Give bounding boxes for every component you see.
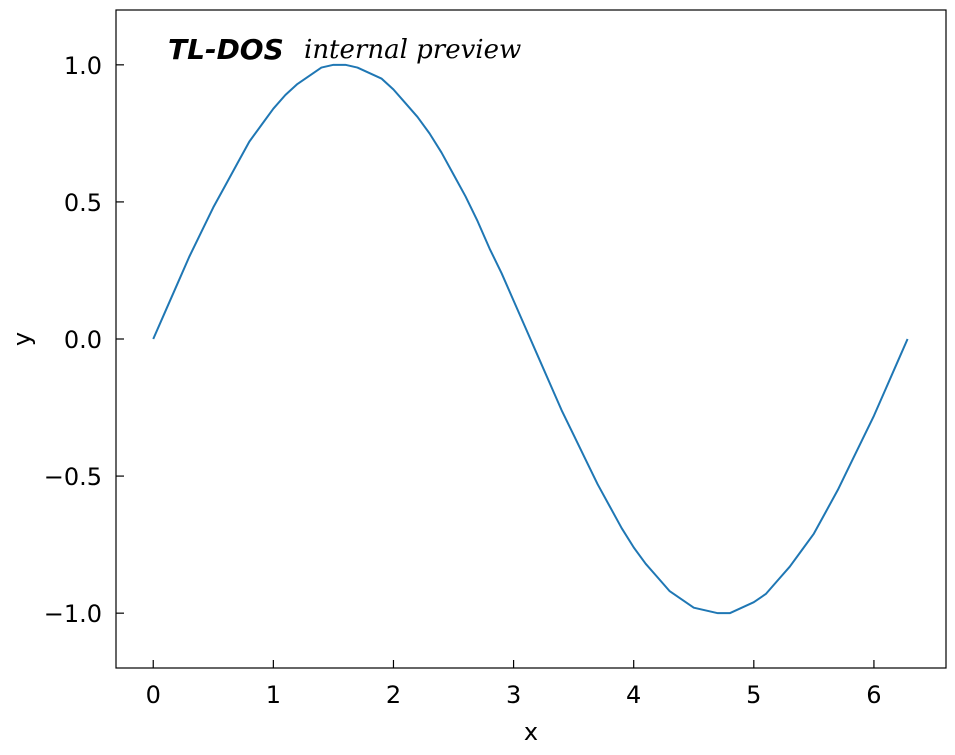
y-tick-label: 0.5 [64, 189, 102, 217]
y-tick-label: −0.5 [44, 463, 102, 491]
watermark-note: internal preview [304, 35, 521, 65]
y-tick-label: 1.0 [64, 52, 102, 80]
plot-frame [115, 9, 947, 669]
watermark-brand: TL-DOS [168, 33, 284, 66]
x-axis-label: x [524, 718, 538, 746]
series-layer [152, 63, 909, 615]
x-tick-label: 2 [386, 681, 401, 709]
y-tick-label: 0.0 [64, 326, 102, 354]
ticks-layer: 0 1 2 3 4 5 6 1.0 0.5 0.0 −0.5 −1.0 [44, 52, 882, 709]
x-tick-label: 3 [506, 681, 521, 709]
x-tick-label: 0 [146, 681, 161, 709]
x-tick-label: 5 [746, 681, 761, 709]
x-tick-label: 4 [626, 681, 641, 709]
x-tick-label: 1 [266, 681, 281, 709]
x-tick-label: 6 [866, 681, 881, 709]
y-axis-label: y [8, 332, 36, 346]
y-tick-label: −1.0 [44, 600, 102, 628]
series-line [152, 63, 909, 615]
